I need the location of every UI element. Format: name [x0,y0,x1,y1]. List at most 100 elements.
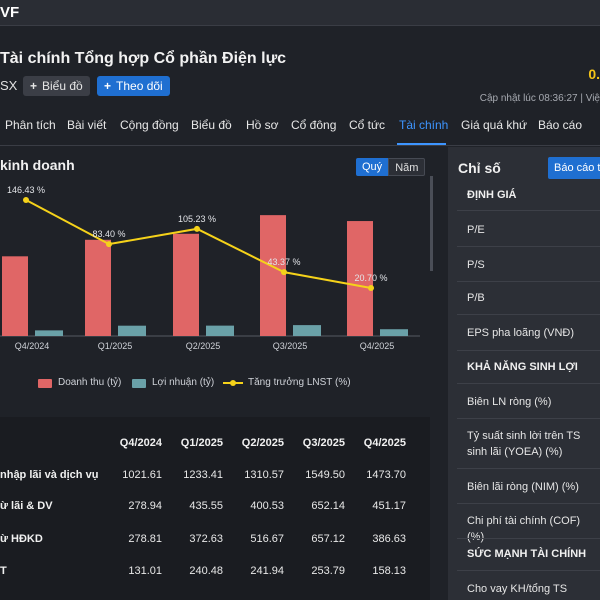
tab-dividends[interactable]: Cổ tức [349,118,386,132]
table-cell: 1233.41 [183,469,223,481]
plus-icon: + [104,79,112,93]
last-updated: Cập nhật lúc 08:36:27 | Việ [479,93,600,104]
table-cell: 435.55 [189,500,223,512]
table-cell: 131.01 [128,565,162,577]
metric-item[interactable]: P/S [467,259,485,271]
x-tick-label: Q1/2025 [98,341,133,351]
metric-item[interactable]: P/B [467,292,485,304]
table-cell: 278.81 [128,533,162,545]
divider [457,210,600,211]
divider [457,503,600,504]
growth-point [23,197,29,203]
divider [457,418,600,419]
tab-bar: Phân tích Bài viết Cộng đồng Biểu đồ Hồ … [0,110,600,146]
divider [457,538,600,539]
plus-icon: + [30,79,38,93]
growth-data-label: 83.40 % [92,229,125,239]
legend-label-revenue: Doanh thu (tỷ) [58,377,122,388]
chart-legend: Doanh thu (tỷ) Lợi nhuận (tỷ) Tăng trưởn… [0,376,430,390]
table-cell: 516.67 [250,533,284,545]
follow-button-label: Theo dõi [116,79,163,93]
profit-bar [118,325,146,336]
report-button[interactable]: Báo cáo t [548,157,600,179]
table-row-label: nhập lãi và dịch vụ [0,469,99,481]
table-cell: 240.48 [189,565,223,577]
chart-button[interactable]: + Biểu đồ [23,76,90,96]
top-bar: VF [0,0,600,26]
column-header: Q4/2024 [119,437,162,449]
divider [457,468,600,469]
growth-data-label: 146.43 % [7,185,45,195]
tab-financials[interactable]: Tài chính [399,118,449,132]
tab-reports[interactable]: Báo cáo [538,118,583,132]
tab-articles[interactable]: Bài viết [67,118,107,132]
active-tab-indicator [397,143,446,145]
tab-profile[interactable]: Hồ sơ [246,118,279,132]
business-chart: Q4/2024 Q1/2025 Q2/2025 Q3/2025 Q4/2025 146.4… [0,185,420,351]
section-title: kinh doanh [0,157,75,173]
period-year-button[interactable]: Năm [388,158,426,176]
table-cell: 372.63 [189,533,223,545]
scrollbar[interactable] [430,176,433,271]
growth-point [368,285,374,292]
table-cell: 386.63 [372,533,406,545]
tab-community[interactable]: Cộng đồng [120,118,179,132]
divider [457,570,600,571]
growth-point [106,241,112,248]
follow-button[interactable]: + Theo dõi [97,76,170,96]
table-cell: 278.94 [128,500,162,512]
tab-chart[interactable]: Biểu đồ [191,118,232,132]
divider [457,383,600,384]
table-row-label: ừ lãi & DV [0,500,53,512]
table-cell: 1473.70 [366,469,406,481]
metrics-section-heading: KHẢ NĂNG SINH LỢI [467,361,578,373]
revenue-bar [2,256,28,336]
table-cell: 158.13 [372,565,406,577]
table-cell: 1549.50 [305,469,345,481]
legend-label-profit: Lợi nhuận (tỷ) [152,377,215,388]
column-header: Q1/2025 [180,437,223,449]
revenue-bar [173,233,199,336]
table-cell: 1310.57 [244,469,284,481]
tab-shareholders[interactable]: Cổ đông [291,118,337,132]
metric-item[interactable]: P/E [467,224,485,236]
metric-item[interactable]: Chi phí tài chính (COF) (%) [467,515,581,543]
divider [457,246,600,247]
period-quarter-button[interactable]: Quý [356,158,389,176]
legend-swatch-growth [223,380,243,386]
table-cell: 657.12 [311,533,345,545]
legend-label-growth: Tăng trưởng LNST (%) [248,377,351,388]
table-cell: 1021.61 [122,469,162,481]
metric-item[interactable]: Cho vay KH/tổng TS [467,583,568,595]
financial-table [0,417,430,600]
column-header: Q4/2025 [363,437,406,449]
table-cell: 652.14 [311,500,345,512]
period-toggle: Quý Năm [356,158,426,176]
site-logo[interactable]: VF [0,4,20,21]
tab-analysis[interactable]: Phân tích [5,118,56,132]
metric-item[interactable]: Biên LN ròng (%) [467,396,552,408]
chart-button-label: Biểu đồ [42,79,83,93]
table-cell: 451.17 [372,500,406,512]
revenue-bar [347,221,373,336]
tab-price-history[interactable]: Giá quá khứ [461,118,528,132]
table-cell: 253.79 [311,565,345,577]
column-header: Q2/2025 [241,437,284,449]
table-cell: 241.94 [250,565,284,577]
x-tick-label: Q4/2025 [360,341,395,351]
stock-price: 0. [588,66,600,82]
profit-bar [206,325,234,336]
profit-bar [35,330,63,336]
column-header: Q3/2025 [302,437,345,449]
metric-item[interactable]: Tỷ suất sinh lời trên TS sinh lãi (YOEA)… [467,430,581,458]
legend-swatch-revenue [38,379,52,388]
metric-item[interactable]: EPS pha loãng (VNĐ) [467,327,574,339]
revenue-bar [260,215,286,336]
metrics-title: Chỉ số [458,160,501,176]
growth-data-label: 105.23 % [178,214,216,224]
metric-item[interactable]: Biên lãi ròng (NIM) (%) [467,481,579,493]
revenue-bar [85,239,111,336]
x-tick-label: Q4/2024 [15,341,50,351]
metrics-panel [448,147,600,600]
growth-data-label: 20.70 % [354,273,387,283]
